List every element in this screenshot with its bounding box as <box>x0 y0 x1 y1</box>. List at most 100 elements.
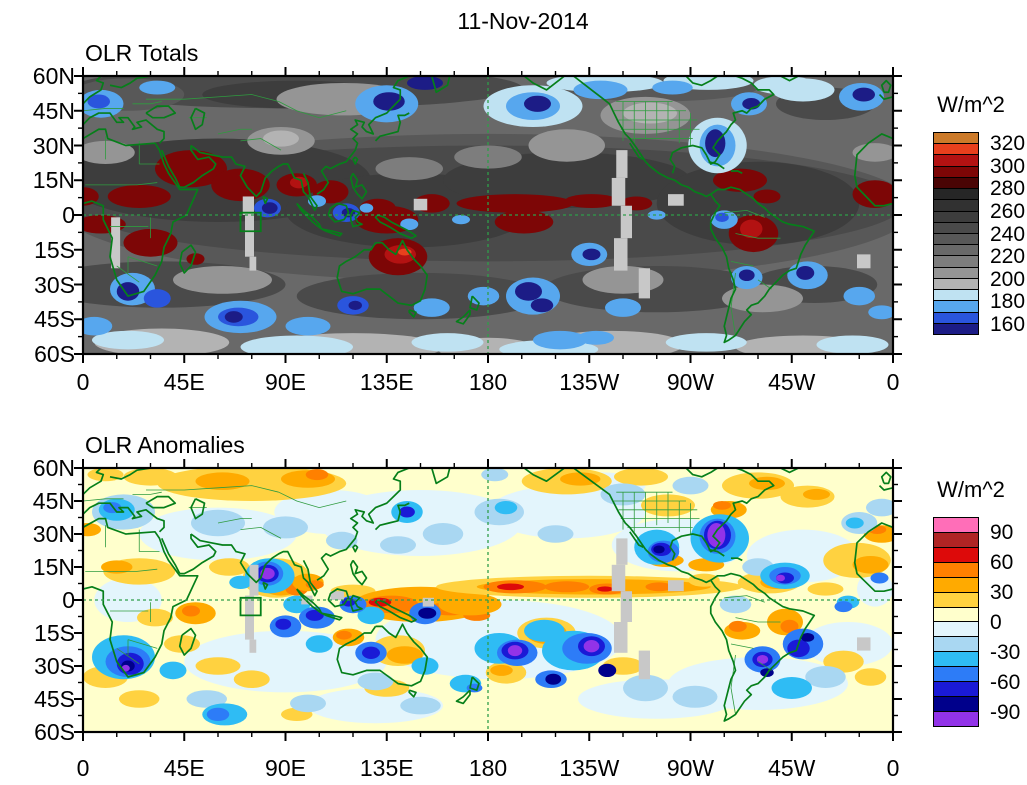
map-region <box>173 265 272 294</box>
colorbar-band <box>934 255 978 267</box>
coastline <box>297 203 322 228</box>
coastline <box>376 503 410 529</box>
map-region <box>533 330 587 350</box>
coastline <box>110 76 151 88</box>
colorbar-tick-label: 220 <box>990 245 1026 269</box>
x-tick-label: 45W <box>768 755 816 781</box>
coastline <box>191 499 205 519</box>
map-region <box>195 657 241 675</box>
olr-totals-axes <box>74 67 902 363</box>
map-region <box>614 622 628 653</box>
map-region <box>186 253 205 265</box>
x-tick-label: 180 <box>468 755 508 781</box>
x-tick-label: 135E <box>359 369 414 395</box>
y-tick-label: 30N <box>32 521 75 547</box>
coastline <box>83 129 198 296</box>
colorbar-band <box>934 518 978 532</box>
map-region <box>275 618 292 630</box>
colorbar-tick-label: 0 <box>990 611 1002 634</box>
y-tick-label: 60S <box>34 341 75 367</box>
y-tick-label: 45S <box>34 306 75 333</box>
x-tick-label: 45E <box>163 369 205 395</box>
colorbar-band <box>934 300 978 312</box>
map-region <box>359 203 374 213</box>
map-region <box>852 556 889 574</box>
coastline <box>110 468 151 479</box>
coastline <box>317 76 409 194</box>
coastline <box>263 582 268 589</box>
map-region <box>845 517 864 529</box>
x-tick-label: 135W <box>559 755 620 781</box>
colorbar-band <box>934 591 978 607</box>
coastline <box>83 113 164 143</box>
y-tick-label: 30S <box>34 271 75 298</box>
map-region <box>380 536 416 554</box>
map-region <box>195 472 250 490</box>
colorbar-tick-label: 60 <box>990 551 1014 574</box>
y-tick-label: 15S <box>34 620 75 646</box>
country-border <box>758 280 772 289</box>
y-tick-label: 15N <box>32 167 75 194</box>
figure-title: 11-Nov-2014 <box>457 8 589 34</box>
map-region <box>776 574 785 582</box>
map-region <box>866 498 893 517</box>
map-region <box>411 333 484 352</box>
colorbar-tick-label: 180 <box>990 290 1026 314</box>
map-region <box>623 674 668 702</box>
colorbar-band <box>934 176 978 189</box>
coastline <box>882 472 891 483</box>
colorbar-tick-label: 320 <box>990 132 1026 156</box>
coastline <box>83 76 103 104</box>
map-region <box>83 140 135 165</box>
country-border <box>133 101 162 103</box>
map-region <box>87 94 110 109</box>
coastline <box>880 486 894 490</box>
map-region <box>524 619 565 642</box>
coastline <box>781 468 799 472</box>
x-tick-label: 135E <box>359 755 414 781</box>
map-region <box>713 168 767 192</box>
coastline <box>432 468 450 483</box>
coastline <box>351 560 367 584</box>
coastline <box>297 589 322 613</box>
colorbar-band <box>934 210 978 222</box>
colorbar-band <box>934 636 978 652</box>
map-region <box>305 635 333 653</box>
coastline <box>191 534 317 596</box>
map-region <box>854 668 887 686</box>
coastline <box>337 624 427 686</box>
map-region <box>452 215 470 225</box>
colorbar-band <box>934 651 978 667</box>
map-region <box>672 685 718 708</box>
country-border <box>279 101 347 117</box>
map-region <box>668 580 684 592</box>
country-border <box>83 499 124 501</box>
map-region <box>868 305 893 320</box>
map-region <box>400 218 419 231</box>
map-region <box>544 581 590 593</box>
country-border <box>736 618 781 622</box>
map-region <box>261 202 278 214</box>
map-region <box>614 468 668 486</box>
map-region <box>422 523 464 545</box>
colorbar-units-label-anomalies: W/m^2 <box>937 477 1005 502</box>
coastline <box>409 310 416 317</box>
coastline <box>191 108 205 129</box>
country-border <box>218 519 252 523</box>
coastline <box>646 162 711 197</box>
country-border <box>85 569 157 571</box>
map-region <box>616 538 628 565</box>
coastline <box>781 76 799 81</box>
colorbar-band <box>934 221 978 233</box>
map-region <box>796 265 815 280</box>
map-region <box>249 639 257 653</box>
map-region <box>787 639 810 658</box>
y-tick-label: 45N <box>32 488 75 514</box>
coastline <box>470 296 479 310</box>
map-region <box>242 196 254 215</box>
colorbar-band <box>934 165 978 177</box>
coastline <box>731 171 742 173</box>
map-region <box>713 501 731 510</box>
colorbar-units-label-totals: W/m^2 <box>937 92 1005 117</box>
map-region <box>852 87 875 102</box>
